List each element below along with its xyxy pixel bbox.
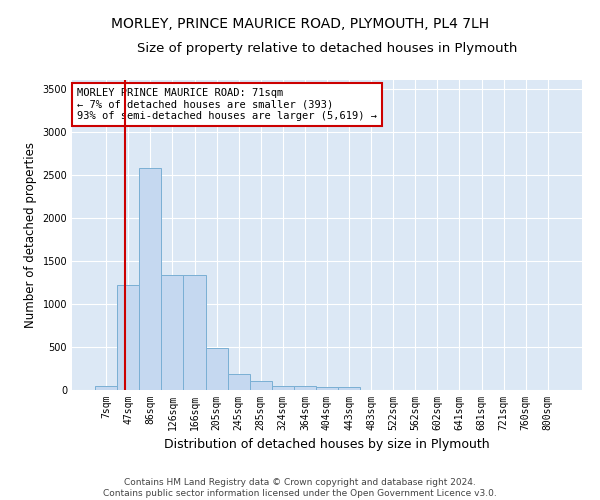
- Y-axis label: Number of detached properties: Number of detached properties: [24, 142, 37, 328]
- Bar: [117, 285, 139, 390]
- Bar: [338, 388, 360, 390]
- Text: MORLEY, PRINCE MAURICE ROAD, PLYMOUTH, PL4 7LH: MORLEY, PRINCE MAURICE ROAD, PLYMOUTH, P…: [111, 18, 489, 32]
- Bar: [294, 386, 316, 390]
- Bar: [184, 274, 206, 390]
- Bar: [95, 386, 117, 390]
- Bar: [250, 382, 272, 390]
- Bar: [227, 374, 250, 390]
- Text: MORLEY PRINCE MAURICE ROAD: 71sqm
← 7% of detached houses are smaller (393)
93% : MORLEY PRINCE MAURICE ROAD: 71sqm ← 7% o…: [77, 88, 377, 121]
- X-axis label: Distribution of detached houses by size in Plymouth: Distribution of detached houses by size …: [164, 438, 490, 452]
- Bar: [161, 274, 184, 390]
- Bar: [139, 168, 161, 390]
- Bar: [316, 387, 338, 390]
- Bar: [272, 386, 294, 390]
- Title: Size of property relative to detached houses in Plymouth: Size of property relative to detached ho…: [137, 42, 517, 55]
- Text: Contains HM Land Registry data © Crown copyright and database right 2024.
Contai: Contains HM Land Registry data © Crown c…: [103, 478, 497, 498]
- Bar: [206, 348, 227, 390]
